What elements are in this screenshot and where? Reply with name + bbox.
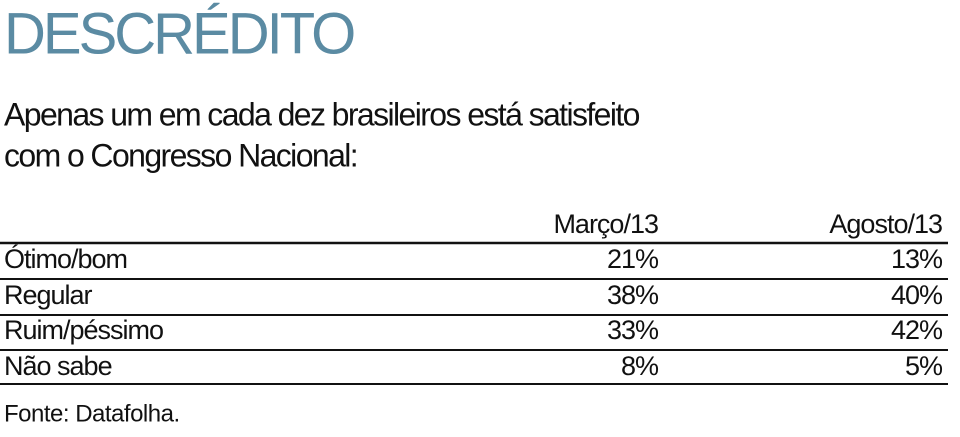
column-header: Março/13 <box>553 209 658 239</box>
title: DESCRÉDITO <box>4 1 354 66</box>
cell-value: 42% <box>891 315 943 345</box>
row-label: Não sabe <box>4 351 112 381</box>
source: Fonte: Datafolha. <box>4 400 180 427</box>
cell-value: 8% <box>621 351 659 381</box>
cell-value: 33% <box>607 315 659 345</box>
table: Março/13 Agosto/13 Ótimo/bom 21% 13% Regular 3… <box>0 209 948 385</box>
cell-value: 21% <box>607 244 659 274</box>
subtitle-line: com o Congresso Nacional: <box>4 137 357 173</box>
cell-value: 38% <box>607 280 659 310</box>
column-header: Agosto/13 <box>829 209 942 239</box>
row-label: Regular <box>4 280 93 310</box>
row-label: Ótimo/bom <box>4 243 127 274</box>
cell-value: 40% <box>891 280 943 310</box>
cell-value: 5% <box>905 351 943 381</box>
cell-value: 13% <box>891 244 943 274</box>
row-label: Ruim/péssimo <box>4 315 163 345</box>
subtitle-line: Apenas um em cada dez brasileiros está s… <box>4 96 640 132</box>
